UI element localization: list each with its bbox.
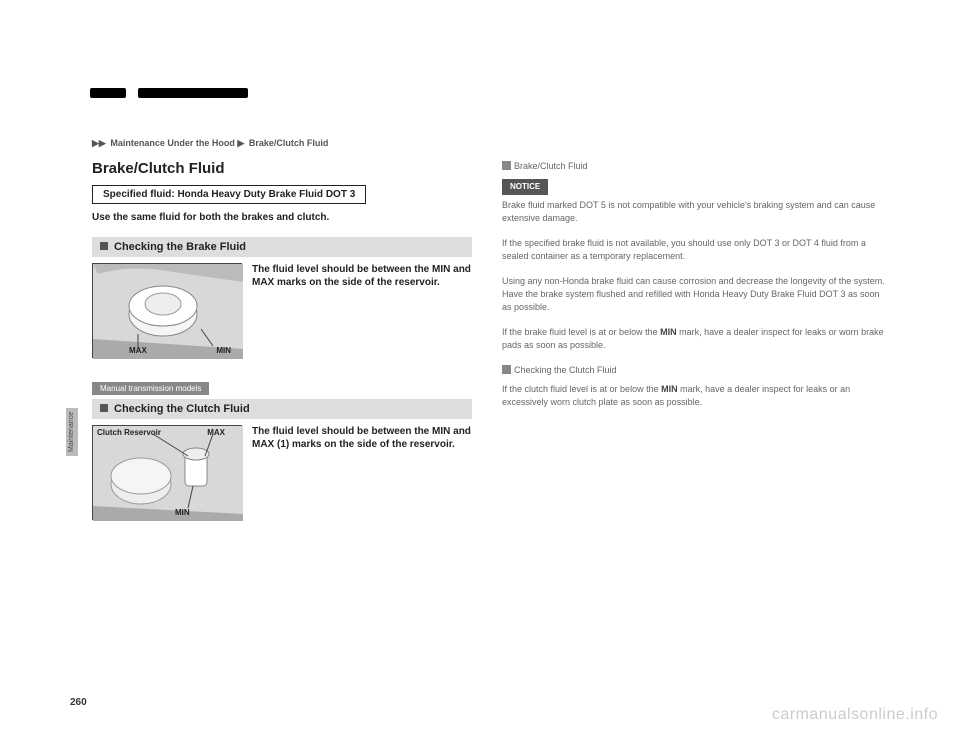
subheading-brake: Checking the Brake Fluid	[92, 237, 472, 257]
model-tag: Manual transmission models	[92, 382, 209, 395]
side-para-4b: MIN	[660, 327, 677, 337]
side-heading-clutch-label: Checking the Clutch Fluid	[514, 365, 617, 375]
side-para-3: Using any non-Honda brake fluid can caus…	[502, 275, 890, 314]
side-column: Brake/Clutch Fluid NOTICE Brake fluid ma…	[502, 160, 890, 694]
side-para-5b: MIN	[661, 384, 678, 394]
label-min: MIN	[216, 346, 231, 355]
tab-1[interactable]	[90, 88, 126, 98]
subheading-clutch: Checking the Clutch Fluid	[92, 399, 472, 419]
side-para-5a: If the clutch fluid level is at or below…	[502, 384, 661, 394]
page-number: 260	[70, 697, 87, 708]
label-clutch-reservoir: Clutch Reservoir	[97, 428, 161, 437]
side-heading-clutch: Checking the Clutch Fluid	[502, 364, 890, 377]
intro-text: Use the same fluid for both the brakes a…	[92, 212, 472, 223]
breadcrumb: ▶▶ Maintenance Under the Hood ▶ Brake/Cl…	[92, 138, 328, 149]
side-para-5: If the clutch fluid level is at or below…	[502, 383, 890, 409]
info-icon	[502, 161, 511, 170]
chevron-icon: ▶▶	[92, 138, 106, 148]
label-min: MIN	[175, 508, 190, 517]
side-heading-brake-label: Brake/Clutch Fluid	[514, 161, 588, 171]
breadcrumb-b: Brake/Clutch Fluid	[249, 138, 329, 148]
top-tabs	[90, 88, 248, 98]
figure-brake-desc: The fluid level should be between the MI…	[252, 263, 472, 358]
notice-text: Brake fluid marked DOT 5 is not compatib…	[502, 199, 890, 225]
tab-2[interactable]	[138, 88, 248, 98]
main-column: Brake/Clutch Fluid Specified fluid: Hond…	[92, 160, 472, 694]
side-tab-maintenance: Maintenance	[66, 408, 78, 456]
side-para-4: If the brake fluid level is at or below …	[502, 326, 890, 352]
figure-brake-reservoir: MAX MIN	[92, 263, 242, 358]
label-max: MAX	[129, 346, 147, 355]
side-para-4a: If the brake fluid level is at or below …	[502, 327, 660, 337]
side-heading-brake: Brake/Clutch Fluid	[502, 160, 890, 173]
subheading-clutch-label: Checking the Clutch Fluid	[114, 403, 250, 415]
subheading-brake-label: Checking the Brake Fluid	[114, 241, 246, 253]
spec-box: Specified fluid: Honda Heavy Duty Brake …	[92, 185, 366, 204]
watermark: carmanualsonline.info	[772, 706, 938, 724]
info-icon	[502, 365, 511, 374]
breadcrumb-a: Maintenance Under the Hood	[110, 138, 235, 148]
square-icon	[100, 242, 108, 250]
label-max: MAX	[207, 428, 225, 437]
side-para-2: If the specified brake fluid is not avai…	[502, 237, 890, 263]
square-icon	[100, 404, 108, 412]
notice-badge: NOTICE	[502, 179, 548, 195]
figure-clutch-reservoir: Clutch Reservoir MAX MIN	[92, 425, 242, 520]
chevron-icon: ▶	[237, 138, 244, 148]
page-title: Brake/Clutch Fluid	[92, 160, 472, 177]
figure-clutch-desc: The fluid level should be between the MI…	[252, 425, 472, 520]
